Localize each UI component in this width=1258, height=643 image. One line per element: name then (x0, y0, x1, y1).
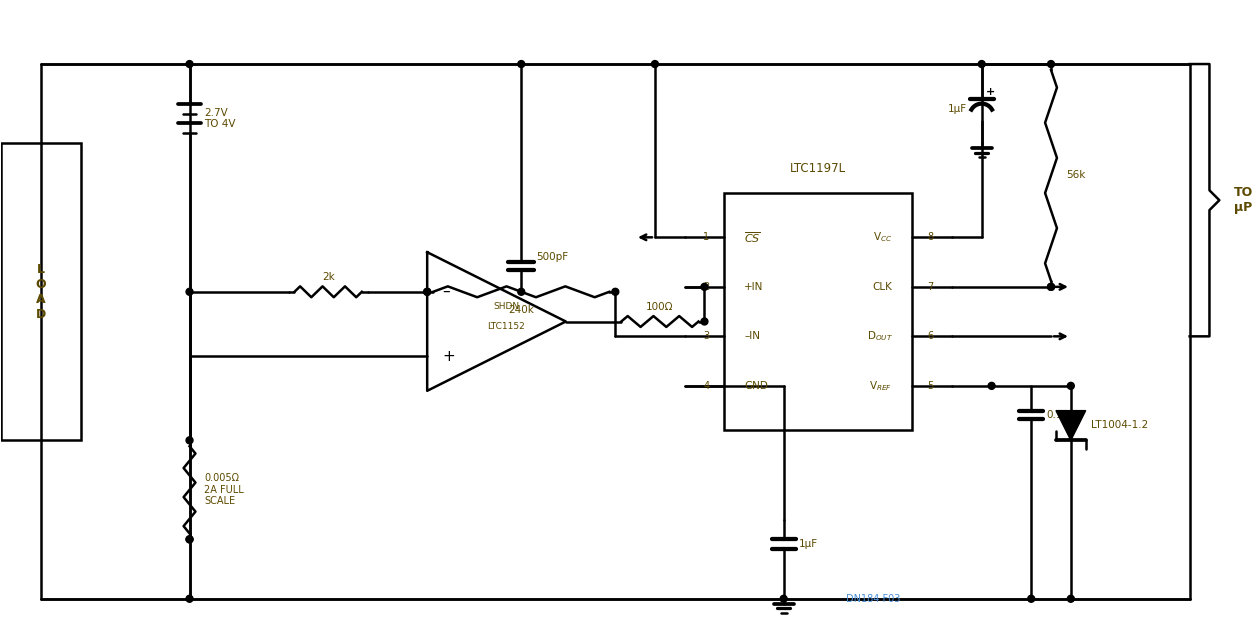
Text: V$_{CC}$: V$_{CC}$ (873, 230, 893, 244)
Text: CLK: CLK (873, 282, 893, 292)
Circle shape (1048, 284, 1054, 290)
Circle shape (518, 60, 525, 68)
Text: 0.005Ω
2A FULL
SCALE: 0.005Ω 2A FULL SCALE (204, 473, 244, 507)
Text: V$_{REF}$: V$_{REF}$ (869, 379, 893, 393)
Text: 2.7V
TO 4V: 2.7V TO 4V (204, 108, 237, 129)
Text: 240k: 240k (508, 305, 535, 314)
Text: 1: 1 (703, 232, 710, 242)
Text: 2k: 2k (322, 272, 335, 282)
Text: TO
μP: TO μP (1234, 186, 1253, 214)
Text: +IN: +IN (743, 282, 764, 292)
Text: D$_{OUT}$: D$_{OUT}$ (867, 329, 893, 343)
Text: 56k: 56k (1066, 170, 1086, 181)
Text: 500pF: 500pF (536, 252, 569, 262)
Text: 3: 3 (703, 331, 710, 341)
Circle shape (424, 288, 430, 295)
Circle shape (1067, 595, 1074, 602)
Text: 1μF: 1μF (947, 104, 967, 114)
Circle shape (1067, 383, 1074, 389)
Bar (725, 193, 912, 430)
Text: L
O
A
D: L O A D (35, 263, 47, 321)
Circle shape (186, 60, 192, 68)
Text: +: + (442, 349, 455, 364)
Text: –: – (442, 284, 449, 299)
Text: LT1004-1.2: LT1004-1.2 (1091, 421, 1147, 430)
Circle shape (780, 595, 788, 602)
Polygon shape (1055, 411, 1086, 440)
Circle shape (1048, 60, 1054, 68)
Circle shape (979, 60, 985, 68)
Text: $\overline{CS}$: $\overline{CS}$ (743, 230, 761, 244)
Circle shape (518, 288, 525, 295)
Circle shape (186, 595, 192, 602)
Circle shape (701, 284, 708, 290)
Text: LTC1152: LTC1152 (488, 322, 526, 331)
Text: SHDN: SHDN (493, 302, 520, 311)
Circle shape (611, 288, 619, 295)
Circle shape (1048, 284, 1054, 290)
Circle shape (186, 536, 192, 543)
Bar (1, 143, 81, 440)
Text: 0.1μF: 0.1μF (1047, 410, 1076, 420)
Circle shape (424, 288, 430, 295)
Text: 1μF: 1μF (799, 539, 818, 549)
Circle shape (186, 437, 192, 444)
Text: 100Ω: 100Ω (647, 302, 673, 312)
Text: –IN: –IN (743, 331, 760, 341)
Text: 5: 5 (927, 381, 933, 391)
Text: +: + (986, 87, 995, 96)
Text: LTC1197L: LTC1197L (790, 161, 847, 174)
Circle shape (701, 318, 708, 325)
Text: 2: 2 (703, 282, 710, 292)
Circle shape (186, 288, 192, 295)
Circle shape (186, 536, 192, 543)
Text: 7: 7 (927, 282, 933, 292)
Circle shape (1028, 595, 1034, 602)
Text: 8: 8 (927, 232, 933, 242)
Text: 4: 4 (703, 381, 710, 391)
Text: GND: GND (743, 381, 767, 391)
Circle shape (988, 383, 995, 389)
Text: 6: 6 (927, 331, 933, 341)
Text: DN184 F03: DN184 F03 (845, 593, 899, 604)
Circle shape (652, 60, 658, 68)
